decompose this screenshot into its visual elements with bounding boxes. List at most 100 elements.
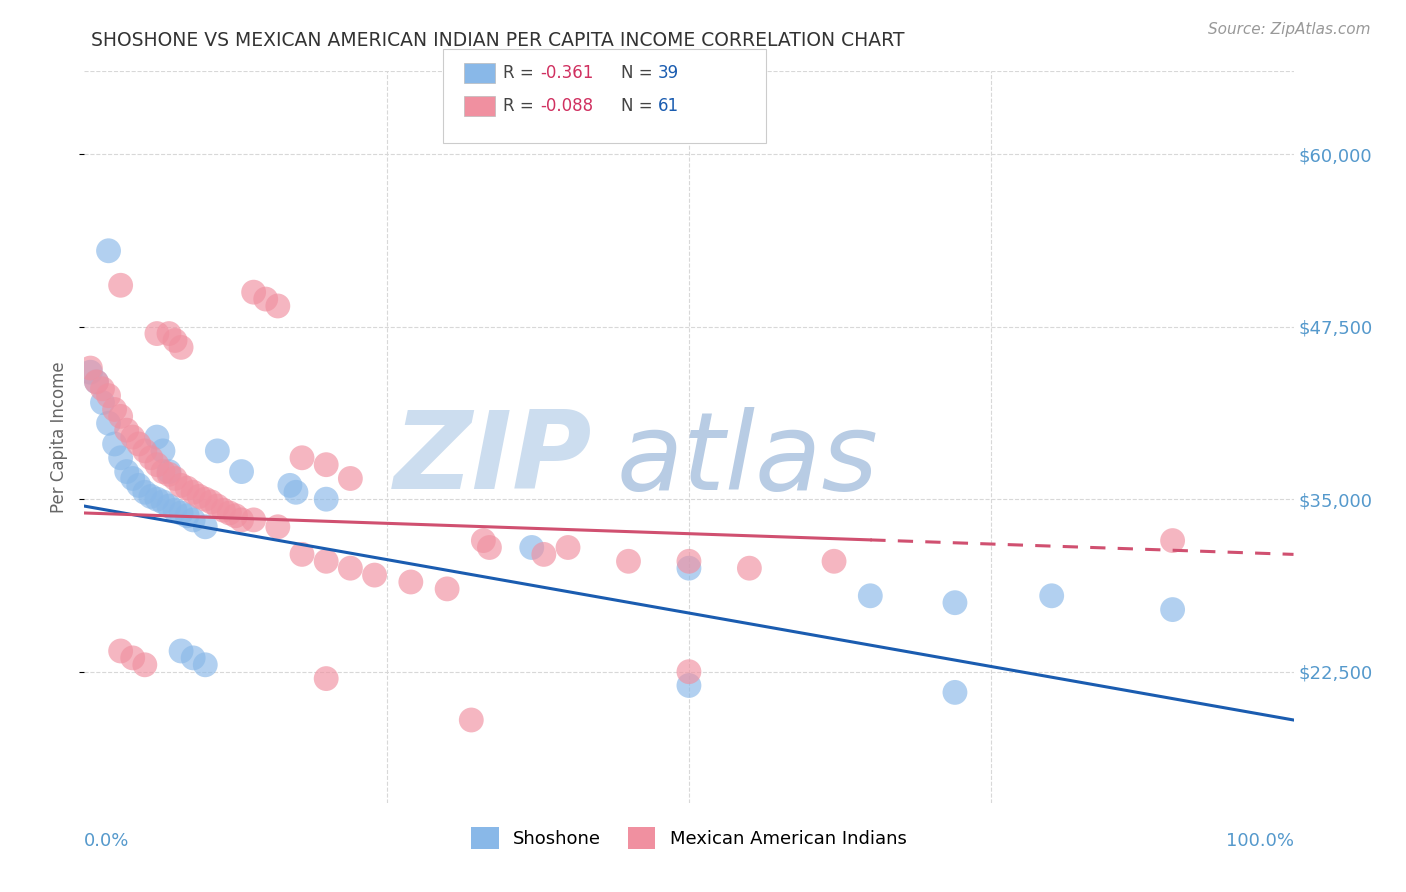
Y-axis label: Per Capita Income: Per Capita Income — [51, 361, 69, 513]
Point — [134, 485, 156, 500]
Legend: Shoshone, Mexican American Indians: Shoshone, Mexican American Indians — [464, 820, 914, 856]
Point — [170, 340, 193, 354]
Point — [110, 278, 132, 293]
Point — [617, 554, 640, 568]
Text: ZIP: ZIP — [394, 406, 592, 512]
Point — [146, 458, 169, 472]
Point — [134, 657, 156, 672]
Point — [285, 485, 308, 500]
Point — [218, 506, 240, 520]
Point — [520, 541, 543, 555]
Text: 61: 61 — [658, 97, 679, 115]
Point — [533, 548, 555, 562]
Point — [176, 508, 198, 523]
Point — [478, 541, 501, 555]
Point — [194, 657, 217, 672]
Point — [212, 503, 235, 517]
Point — [678, 665, 700, 679]
Point — [267, 520, 290, 534]
Point — [1161, 533, 1184, 548]
Text: R =: R = — [503, 97, 540, 115]
Point — [339, 471, 361, 485]
Point — [152, 465, 174, 479]
Point — [267, 299, 290, 313]
Point — [146, 326, 169, 341]
Point — [943, 685, 966, 699]
Point — [157, 467, 180, 482]
Point — [291, 548, 314, 562]
Point — [738, 561, 761, 575]
Point — [231, 465, 253, 479]
Point — [79, 361, 101, 376]
Point — [176, 481, 198, 495]
Point — [91, 395, 114, 409]
Point — [128, 437, 150, 451]
Text: 100.0%: 100.0% — [1226, 832, 1294, 850]
Point — [225, 508, 247, 523]
Point — [91, 382, 114, 396]
Text: SHOSHONE VS MEXICAN AMERICAN INDIAN PER CAPITA INCOME CORRELATION CHART: SHOSHONE VS MEXICAN AMERICAN INDIAN PER … — [91, 31, 905, 50]
Point — [139, 450, 162, 465]
Point — [194, 492, 217, 507]
Point — [315, 554, 337, 568]
Point — [128, 478, 150, 492]
Point — [678, 561, 700, 575]
Point — [170, 644, 193, 658]
Text: N =: N = — [621, 97, 658, 115]
Point — [104, 437, 127, 451]
Point — [242, 513, 264, 527]
Point — [115, 423, 138, 437]
Point — [97, 244, 120, 258]
Point — [115, 465, 138, 479]
Point — [110, 644, 132, 658]
Point — [152, 443, 174, 458]
Point — [207, 443, 229, 458]
Point — [86, 375, 108, 389]
Point — [472, 533, 495, 548]
Point — [181, 651, 204, 665]
Point — [1040, 589, 1063, 603]
Point — [157, 499, 180, 513]
Point — [194, 520, 217, 534]
Point — [678, 678, 700, 692]
Point — [181, 485, 204, 500]
Point — [165, 471, 187, 485]
Point — [207, 499, 229, 513]
Point — [399, 574, 422, 589]
Point — [291, 450, 314, 465]
Point — [363, 568, 385, 582]
Point — [557, 541, 579, 555]
Point — [278, 478, 301, 492]
Point — [97, 417, 120, 431]
Point — [165, 503, 187, 517]
Point — [121, 430, 143, 444]
Point — [315, 492, 337, 507]
Point — [121, 471, 143, 485]
Point — [859, 589, 882, 603]
Point — [200, 495, 222, 509]
Text: 0.0%: 0.0% — [84, 832, 129, 850]
Point — [110, 409, 132, 424]
Point — [170, 478, 193, 492]
Point — [139, 490, 162, 504]
Text: -0.361: -0.361 — [540, 64, 593, 82]
Text: -0.088: -0.088 — [540, 97, 593, 115]
Point — [254, 292, 277, 306]
Point — [157, 326, 180, 341]
Point — [97, 389, 120, 403]
Point — [110, 450, 132, 465]
Point — [121, 651, 143, 665]
Text: atlas: atlas — [616, 407, 879, 511]
Point — [104, 402, 127, 417]
Text: R =: R = — [503, 64, 540, 82]
Point — [188, 490, 211, 504]
Point — [315, 458, 337, 472]
Point — [79, 365, 101, 379]
Point — [165, 334, 187, 348]
Point — [86, 375, 108, 389]
Point — [152, 495, 174, 509]
Point — [1161, 602, 1184, 616]
Text: Source: ZipAtlas.com: Source: ZipAtlas.com — [1208, 22, 1371, 37]
Text: 39: 39 — [658, 64, 679, 82]
Point — [436, 582, 458, 596]
